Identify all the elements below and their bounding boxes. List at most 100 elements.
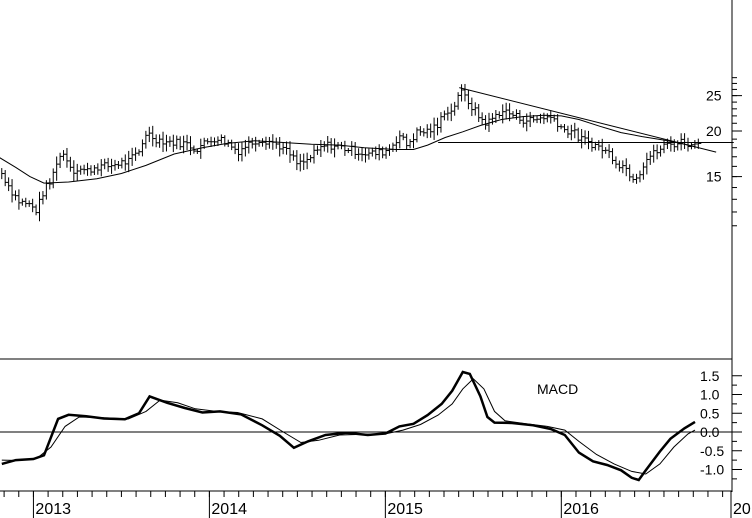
x-tick-label: 2014 [211,501,247,518]
price-bar-61 [210,136,215,147]
price-bar-179 [615,156,619,169]
price-bar-186 [639,170,643,183]
price-tick-label: 20 [706,123,722,139]
price-bar-20 [69,156,74,172]
price-bar-165 [567,125,571,139]
price-bar-136 [467,89,472,110]
price-y-axis: 15 20 25 [706,77,742,227]
price-bar-42 [145,130,149,149]
price-bar-197 [677,140,681,151]
price-bar-84 [289,141,293,163]
price-bar-93 [320,140,324,157]
x-axis: 2013 2014 2015 2016 20 [3,491,751,518]
price-bar-80 [275,137,280,149]
price-bar-25 [87,162,91,176]
macd-y-axis: 1.5 1.0 0.5 0.0 -0.5 -1.0 [700,368,742,480]
price-bar-127 [437,117,441,136]
price-bar-26 [90,165,94,176]
price-bar-9 [32,198,36,213]
price-bar-139 [478,103,482,123]
price-bar-156 [536,116,541,124]
price-bar-35 [121,157,125,169]
price-bar-178 [612,148,616,165]
price-bar-143 [491,113,496,125]
price-bar-33 [114,159,118,171]
price-bar-131 [450,103,455,122]
price-bar-191 [656,144,661,160]
price-bar-96 [330,138,335,154]
price-bar-78 [268,136,273,149]
price-bar-24 [83,164,88,175]
price-bar-4 [14,190,19,201]
price-bar-50 [172,134,177,153]
price-bar-19 [66,147,70,168]
price-bar-45 [155,134,160,148]
price-bar-29 [100,159,105,177]
price-bar-183 [629,164,633,182]
price-bar-190 [653,144,657,163]
price-bar-17 [59,152,64,169]
macd-tick-label: 1.5 [700,368,720,384]
price-bar-189 [649,151,654,165]
macd-label: MACD [537,381,578,397]
price-bar-121 [416,127,420,143]
price-bar-91 [313,144,318,164]
downtrend-line [459,87,717,153]
price-bar-58 [200,138,204,159]
price-bar-192 [660,145,664,157]
price-bar-167 [574,122,578,139]
x-tick-label: 2016 [563,501,599,518]
price-bar-67 [231,139,235,151]
macd-panel: MACD 1.5 1.0 0.5 0.0 -0.5 -1.0 [0,368,742,482]
price-bar-154 [529,111,534,128]
price-bar-85 [292,150,297,161]
price-bar-6 [21,198,26,206]
price-bar-76 [262,138,266,147]
macd-line [1,370,696,482]
price-bar-118 [406,133,410,150]
price-bar-10 [35,204,40,216]
price-bar-2 [8,177,12,192]
price-bar-88 [303,153,307,171]
price-bar-164 [563,123,568,133]
price-bar-113 [388,144,393,156]
price-bar-47 [162,131,167,153]
price-bar-32 [111,158,115,174]
price-bar-97 [334,138,338,158]
price-bar-3 [11,179,16,203]
price-bar-149 [512,111,517,119]
price-bar-119 [409,139,414,149]
price-bar-15 [52,168,57,189]
price-bar-173 [594,141,599,151]
price-panel: 15 20 25 [0,77,742,227]
price-bar-40 [138,149,143,156]
price-bar-89 [306,152,311,170]
price-bar-22 [76,163,81,181]
price-bar-21 [73,160,77,181]
price-bar-101 [347,148,352,154]
price-bar-129 [443,110,448,121]
x-tick-label: 2013 [35,501,71,518]
price-tick-label: 15 [706,169,722,185]
price-bar-176 [605,147,609,154]
price-bar-0 [1,168,5,180]
price-bar-150 [515,109,520,120]
price-bar-188 [646,152,650,175]
price-bar-72 [248,136,252,154]
price-bar-7 [25,197,29,208]
price-bar-140 [481,112,486,126]
price-bar-123 [423,128,427,137]
price-bar-110 [378,144,383,161]
price-bar-122 [419,126,424,136]
price-bar-14 [49,178,53,190]
price-bar-57 [196,148,201,154]
price-bar-117 [402,132,407,141]
moving-average-line [0,114,696,184]
price-bar-11 [39,191,43,222]
price-bar-23 [80,165,84,175]
price-bar-125 [430,123,434,138]
price-bar-145 [498,111,503,119]
price-bar-73 [251,137,256,149]
price-bar-152 [522,116,527,128]
price-bar-5 [18,189,22,210]
